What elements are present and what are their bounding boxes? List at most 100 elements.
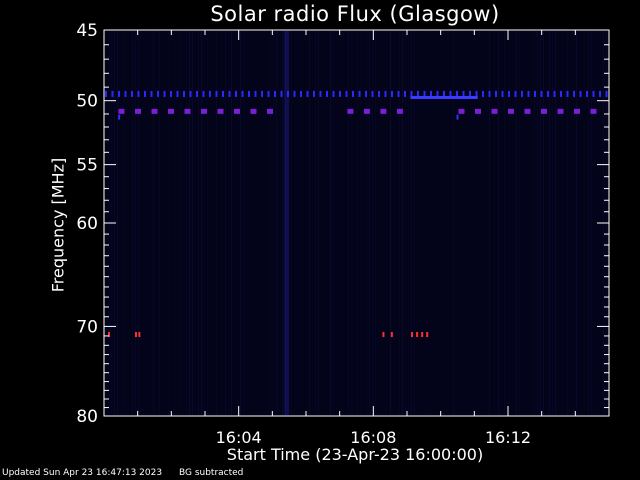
noise-column [189,31,190,415]
band-segment [250,108,257,114]
noise-column [573,31,574,415]
burst-column [284,31,290,415]
noise-column [453,31,454,415]
band-segment [384,90,387,97]
noise-column [552,31,553,415]
band-segment [365,90,367,97]
noise-column [351,31,352,415]
emission-spot [416,332,419,338]
band-segment [124,90,127,97]
band-segment [352,90,354,97]
noise-column [414,31,415,415]
noise-column [186,31,187,415]
noise-column [498,31,499,415]
band-segment [586,90,588,97]
band-segment [491,108,498,114]
x-tick-label: 16:08 [350,428,396,447]
noise-column [516,31,517,415]
band-segment [557,108,564,114]
band-segment [274,90,276,97]
noise-column [549,31,550,415]
background-noise [111,31,607,415]
band-segment [293,90,296,97]
band-solid [410,95,478,99]
x-axis-label: Start Time (23-Apr-23 16:00:00) [226,445,484,464]
noise-column [270,31,271,415]
band-segment [508,90,510,97]
noise-column [537,31,538,415]
band-segment [423,90,426,97]
noise-column [201,31,202,415]
band-segment [234,108,240,114]
band-segment [267,108,273,114]
band-segment [475,108,481,114]
noise-column [285,31,286,415]
band-segment [170,90,172,97]
band-segment [189,90,192,97]
band-segment [118,108,125,114]
noise-column [405,31,406,415]
band-segment [326,90,328,97]
band-segment [391,90,393,97]
band-segment [521,90,523,97]
band-segment [332,90,335,97]
band-segment [397,90,400,97]
band-segment [475,90,478,97]
y-tick-label: 55 [76,156,98,176]
noise-column [117,31,118,415]
band-segment [541,108,547,114]
noise-column [390,31,391,415]
band-segment [151,108,158,114]
emission-spot [426,332,429,338]
band-segment [404,90,406,97]
band-segment [430,90,432,97]
band-segment [534,90,536,97]
band-segment [184,108,191,114]
noise-column [348,31,349,415]
band-segment [118,90,120,97]
noise-column [330,31,331,415]
band-segment [201,108,207,114]
band-segment [378,90,380,97]
band-segment [339,90,341,97]
band-segment [508,108,514,114]
band-segment [449,90,452,97]
noise-column [540,31,541,415]
y-tick-label: 45 [76,21,98,41]
band-segment [547,90,549,97]
noise-column [567,31,568,415]
band-segment [501,90,504,97]
band-segment [488,90,491,97]
noise-column [192,31,193,415]
y-axis-label: Frequency [MHz] [48,157,68,293]
band-segment [371,90,374,97]
band-segment [215,90,218,97]
y-tick-label: 50 [76,92,98,112]
band-segment [222,90,224,97]
band-segment [436,90,439,97]
band-segment [345,90,348,97]
noise-column [555,31,556,415]
noise-column [153,31,154,415]
band-segment [590,108,597,114]
band-segment [105,90,107,97]
band-segment [150,90,153,97]
band-segment [280,90,283,97]
noise-column [477,31,478,415]
band-segment [358,90,361,97]
plot-background [104,30,609,416]
band-segment [524,108,531,114]
band-segment [300,90,302,97]
noise-column [408,31,409,415]
noise-column [291,31,292,415]
noise-column [237,31,238,415]
noise-column [282,31,283,415]
noise-column [231,31,232,415]
noise-column [525,31,526,415]
noise-column [315,31,316,415]
bg-note: BG subtracted [178,468,244,478]
band-segment [458,108,465,114]
emission-spot [390,332,393,338]
updated-timestamp: Updated Sun Apr 23 16:47:13 2023 [2,468,163,478]
